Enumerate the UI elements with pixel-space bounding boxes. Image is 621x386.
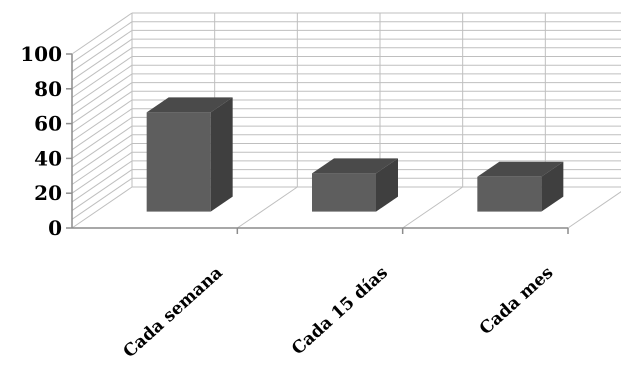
floor-gridline bbox=[237, 186, 298, 229]
bar-top-face bbox=[477, 161, 564, 177]
bar-top-face bbox=[146, 97, 233, 113]
side-wall-gridline bbox=[71, 47, 133, 90]
side-wall-gridline bbox=[71, 134, 133, 177]
bar-cada-15-días bbox=[312, 158, 398, 212]
y-tick-label: 60 bbox=[34, 112, 62, 136]
x-category-label: Cada semana bbox=[120, 263, 227, 362]
side-wall-gridline bbox=[71, 90, 133, 133]
bar-side-face bbox=[210, 97, 233, 212]
side-wall-gridline bbox=[71, 21, 133, 64]
bar-side-face bbox=[541, 161, 564, 212]
side-wall-gridline bbox=[71, 151, 133, 194]
chart-bars bbox=[146, 97, 564, 212]
side-wall-gridline bbox=[71, 12, 133, 55]
bar-cada-semana bbox=[146, 97, 233, 212]
bar-front-face bbox=[477, 176, 542, 212]
y-tick-label: 40 bbox=[34, 146, 62, 170]
side-wall-gridline bbox=[71, 99, 133, 142]
side-wall-gridline bbox=[71, 160, 133, 203]
bar-front-face bbox=[312, 173, 376, 212]
x-category-label: Cada 15 días bbox=[288, 263, 392, 359]
side-wall-gridline bbox=[71, 108, 133, 151]
side-wall-gridline bbox=[71, 64, 133, 107]
chart-labels: 0 20 40 60 80 100 Cada semana Cada 15 días Cada … bbox=[20, 42, 557, 362]
y-tick-label: 80 bbox=[34, 77, 62, 101]
side-wall-gridline bbox=[71, 125, 133, 168]
y-tick-label: 20 bbox=[34, 181, 62, 205]
bar-cada-mes bbox=[477, 161, 564, 212]
y-tick-label: 0 bbox=[48, 216, 62, 240]
side-wall-gridline bbox=[71, 169, 133, 212]
y-tick-label: 100 bbox=[20, 42, 62, 66]
side-wall-gridline bbox=[71, 29, 133, 72]
side-wall-gridline bbox=[71, 177, 133, 220]
x-category-label: Cada mes bbox=[476, 263, 558, 339]
bar-top-face bbox=[312, 158, 398, 174]
bar-front-face bbox=[146, 112, 211, 212]
floor-gridline bbox=[567, 191, 621, 229]
bar-side-face bbox=[376, 158, 398, 212]
side-wall-gridline bbox=[71, 56, 133, 98]
side-wall-gridline bbox=[71, 116, 133, 159]
side-wall-gridline bbox=[71, 38, 133, 81]
floor-gridline bbox=[402, 186, 463, 229]
chart-axes bbox=[66, 53, 569, 234]
side-wall-gridline bbox=[71, 82, 133, 125]
side-wall-gridline bbox=[71, 143, 133, 185]
side-wall-gridline bbox=[71, 186, 133, 229]
side-wall-gridline bbox=[71, 73, 133, 116]
